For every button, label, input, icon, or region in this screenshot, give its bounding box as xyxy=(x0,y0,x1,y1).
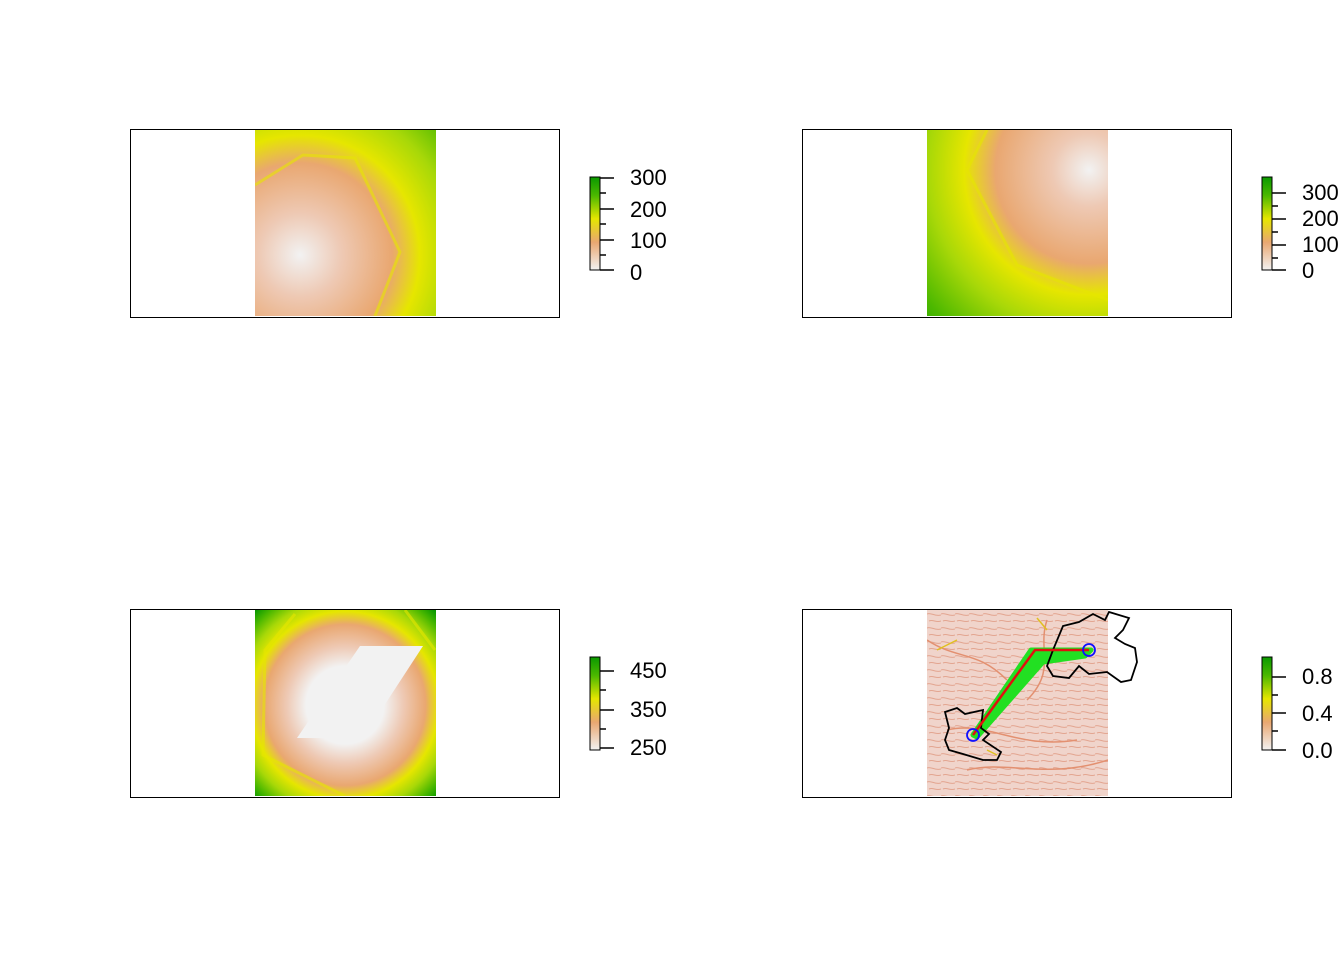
cost-raster xyxy=(927,130,1108,317)
legend-tick-label: 200 xyxy=(630,197,667,222)
legend-tick-label: 0 xyxy=(1302,258,1315,283)
legend-tick-label: 300 xyxy=(630,165,667,190)
plot-frame xyxy=(802,129,1232,318)
drainage-lines xyxy=(927,619,1108,771)
endpoint-east xyxy=(1082,643,1096,657)
legend-tick-label: 300 xyxy=(1302,180,1339,205)
legend-tick-label: 200 xyxy=(1302,206,1339,231)
source-parallelogram xyxy=(297,646,423,738)
raster-fill xyxy=(927,610,1108,796)
legend-tick-label: 0.0 xyxy=(1302,738,1333,763)
legend-tick-label: 0.4 xyxy=(1302,701,1333,726)
polygon-outline-west xyxy=(943,706,1003,761)
contour-yellow xyxy=(965,130,1108,302)
contour-yellow xyxy=(261,610,436,796)
least-cost-path xyxy=(971,648,1089,736)
legend-tick-label: 0.8 xyxy=(1302,664,1333,689)
legend-tick-label: 100 xyxy=(1302,232,1339,257)
least-cost-corridor xyxy=(970,647,1094,740)
ridge-yellow xyxy=(936,617,1048,756)
endpoint-west xyxy=(966,728,980,742)
legend-tick-label: 0 xyxy=(630,260,643,285)
legend-colorbar: 300 200 100 0 xyxy=(1261,176,1344,282)
contour-yellow xyxy=(255,153,402,316)
legend-tick-label: 450 xyxy=(630,658,667,683)
path-overlay xyxy=(943,610,1138,761)
legend-colorbar: 0.8 0.4 0.0 xyxy=(1261,656,1344,762)
legend-tick-label: 100 xyxy=(630,228,667,253)
legend-colorbar: 450 350 250 xyxy=(589,656,709,760)
raster-fill xyxy=(255,130,436,316)
plot-frame xyxy=(130,129,560,318)
plot-frame xyxy=(130,609,560,798)
cost-raster xyxy=(255,130,436,317)
legend-tick-label: 250 xyxy=(630,735,667,760)
plot-frame xyxy=(802,609,1232,798)
polygon-outline-east xyxy=(1046,610,1138,683)
legend-colorbar: 300 200 100 0 xyxy=(589,167,709,284)
cost-raster xyxy=(255,610,436,797)
legend-tick-label: 350 xyxy=(630,697,667,722)
raster-fill xyxy=(927,130,1108,316)
conductance-raster xyxy=(927,610,1108,797)
